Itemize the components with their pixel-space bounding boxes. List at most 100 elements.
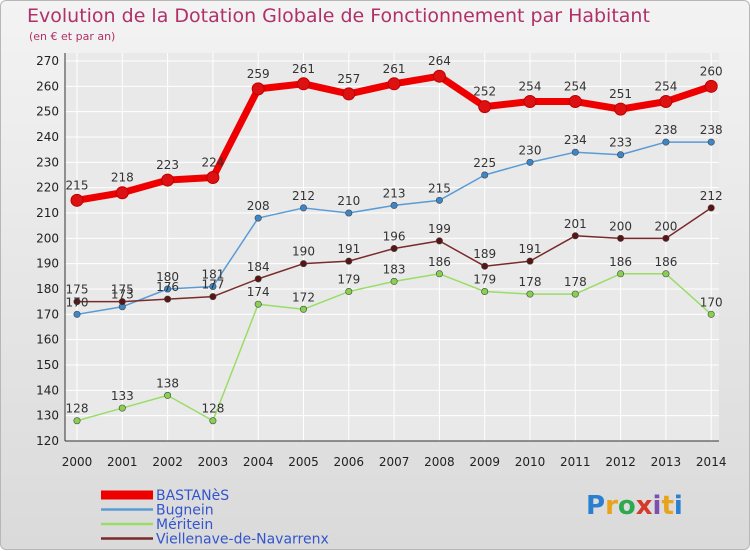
data-label: 254 — [564, 80, 587, 94]
data-label: 186 — [428, 255, 451, 269]
data-point — [435, 196, 443, 204]
data-label: 224 — [201, 156, 224, 170]
data-point — [209, 417, 217, 425]
data-point — [481, 171, 489, 179]
data-point — [704, 79, 718, 93]
data-label: 257 — [337, 72, 360, 86]
data-point — [345, 288, 353, 296]
data-label: 254 — [519, 80, 542, 94]
x-tick-label: 2010 — [515, 455, 546, 469]
data-point — [526, 290, 534, 298]
data-point — [481, 288, 489, 296]
y-tick-label: 270 — [36, 54, 59, 68]
y-tick-label: 150 — [36, 358, 59, 372]
x-tick-label: 2004 — [243, 455, 274, 469]
data-point — [118, 404, 126, 412]
data-label: 183 — [383, 262, 406, 276]
data-label: 210 — [337, 194, 360, 208]
x-tick-label: 2005 — [288, 455, 319, 469]
x-tick-label: 2000 — [62, 455, 93, 469]
legend-label: Bugnein — [156, 503, 214, 519]
legend-label: BASTANèS — [156, 488, 229, 504]
data-label: 170 — [700, 295, 723, 309]
y-tick-label: 140 — [36, 383, 59, 397]
data-point — [707, 138, 715, 146]
data-label: 261 — [383, 62, 406, 76]
data-point — [164, 285, 172, 293]
x-tick-label: 2011 — [560, 455, 591, 469]
data-point — [432, 69, 446, 83]
data-label: 254 — [654, 80, 677, 94]
y-tick-label: 130 — [36, 409, 59, 423]
data-point — [435, 237, 443, 245]
data-label: 200 — [654, 219, 677, 233]
y-tick-label: 230 — [36, 155, 59, 169]
y-tick-label: 160 — [36, 333, 59, 347]
x-tick-label: 2007 — [379, 455, 410, 469]
data-label: 238 — [700, 123, 723, 137]
logo-letter: r — [605, 491, 618, 521]
data-label: 260 — [700, 64, 723, 78]
y-tick-label: 180 — [36, 282, 59, 296]
data-point — [662, 270, 670, 278]
x-tick-label: 2014 — [696, 455, 727, 469]
data-label: 172 — [292, 290, 315, 304]
data-point — [297, 77, 310, 91]
data-label: 179 — [473, 273, 496, 287]
data-label: 173 — [111, 288, 134, 302]
legend-label: Viellenave-de-Navarrenx — [156, 532, 329, 548]
data-label: 201 — [564, 217, 587, 231]
data-point — [299, 305, 307, 313]
data-point — [571, 148, 579, 156]
logo-letter: i — [652, 491, 662, 521]
x-tick-label: 2012 — [605, 455, 636, 469]
data-point — [617, 234, 625, 242]
x-tick-label: 2006 — [334, 455, 365, 469]
data-label: 191 — [519, 242, 542, 256]
data-point — [662, 234, 670, 242]
data-label: 223 — [156, 158, 179, 172]
data-label: 238 — [654, 123, 677, 137]
data-label: 133 — [111, 389, 134, 403]
data-point — [118, 298, 126, 306]
data-label: 175 — [111, 283, 134, 297]
data-point — [299, 260, 307, 268]
data-point — [299, 204, 307, 212]
chart-title: Evolution de la Dotation Globale de Fonc… — [27, 5, 650, 27]
data-point — [161, 173, 175, 187]
data-label: 174 — [247, 285, 270, 299]
data-label: 138 — [156, 376, 179, 390]
data-point — [115, 186, 129, 200]
data-point — [70, 193, 84, 207]
data-label: 251 — [609, 87, 632, 101]
data-label: 170 — [66, 295, 89, 309]
data-point — [387, 77, 401, 91]
data-label: 180 — [156, 270, 179, 284]
y-tick-label: 200 — [36, 231, 59, 245]
data-point — [571, 290, 579, 298]
data-label: 218 — [111, 171, 134, 185]
data-point — [659, 95, 673, 109]
data-label: 212 — [700, 189, 723, 203]
data-point — [164, 295, 172, 303]
x-tick-label: 2002 — [152, 455, 183, 469]
data-point — [526, 257, 534, 265]
y-tick-label: 260 — [36, 79, 59, 93]
data-label: 191 — [337, 242, 360, 256]
data-label: 215 — [66, 178, 89, 192]
data-label: 128 — [66, 402, 89, 416]
data-point — [342, 87, 356, 101]
x-tick-label: 2008 — [424, 455, 455, 469]
data-point — [617, 151, 625, 159]
x-tick-label: 2013 — [651, 455, 682, 469]
y-tick-label: 250 — [36, 105, 59, 119]
data-label: 230 — [519, 143, 542, 157]
data-label: 259 — [247, 67, 270, 81]
data-point — [345, 209, 353, 217]
data-label: 128 — [201, 402, 224, 416]
data-point — [617, 270, 625, 278]
data-label: 234 — [564, 133, 587, 147]
data-label: 212 — [292, 189, 315, 203]
logo-letter: t — [661, 491, 674, 521]
